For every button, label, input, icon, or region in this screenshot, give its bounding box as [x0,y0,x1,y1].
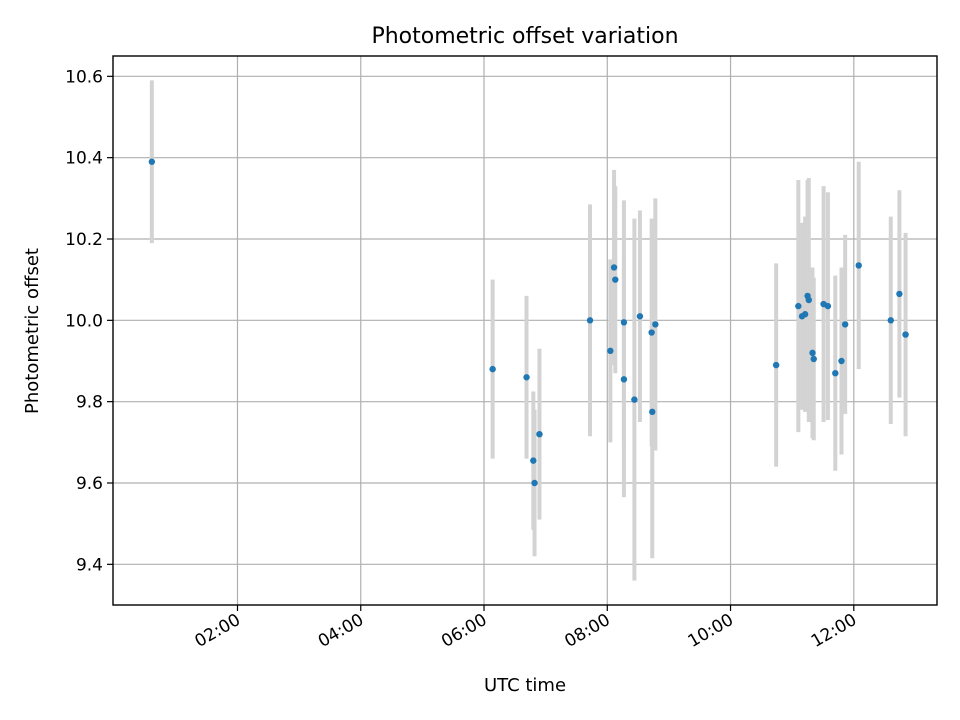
data-point [620,376,628,383]
data-point [902,331,909,338]
data-point [841,321,849,328]
data-point [586,317,594,324]
data-point [887,317,894,324]
data-point [838,357,845,365]
data-point [896,290,903,298]
data-point [832,370,839,377]
data-point [810,355,817,363]
data-point [648,329,655,336]
chart-title: Photometric offset variation [371,24,678,49]
data-point [795,302,802,310]
data-point [824,302,832,310]
data-point [855,262,862,269]
data-point [620,319,628,326]
y-tick-label: 9.4 [76,555,103,575]
point-layer [148,158,909,487]
data-point [636,313,644,320]
data-point [148,158,156,165]
data-point [809,349,816,357]
data-point [649,408,656,416]
data-point [536,431,543,438]
y-tick-label: 10.0 [65,311,103,331]
data-point [523,374,530,381]
data-point [489,365,496,373]
data-point [607,347,614,355]
y-tick-label: 9.6 [76,474,103,494]
data-point [805,296,813,304]
data-point [531,479,538,487]
y-tick-label: 10.4 [65,149,103,169]
y-axis-label: Photometric offset [22,248,43,414]
data-point [530,457,537,464]
data-point [612,276,619,283]
data-point [631,396,638,403]
y-tick-label: 10.6 [65,67,103,87]
data-point [610,264,618,271]
x-axis-label: UTC time [484,675,566,696]
y-tick-label: 9.8 [76,393,103,413]
data-point [772,361,780,369]
plot-frame [112,55,938,606]
data-point [652,321,659,328]
data-point [801,311,809,318]
y-tick-label: 10.2 [65,230,103,250]
